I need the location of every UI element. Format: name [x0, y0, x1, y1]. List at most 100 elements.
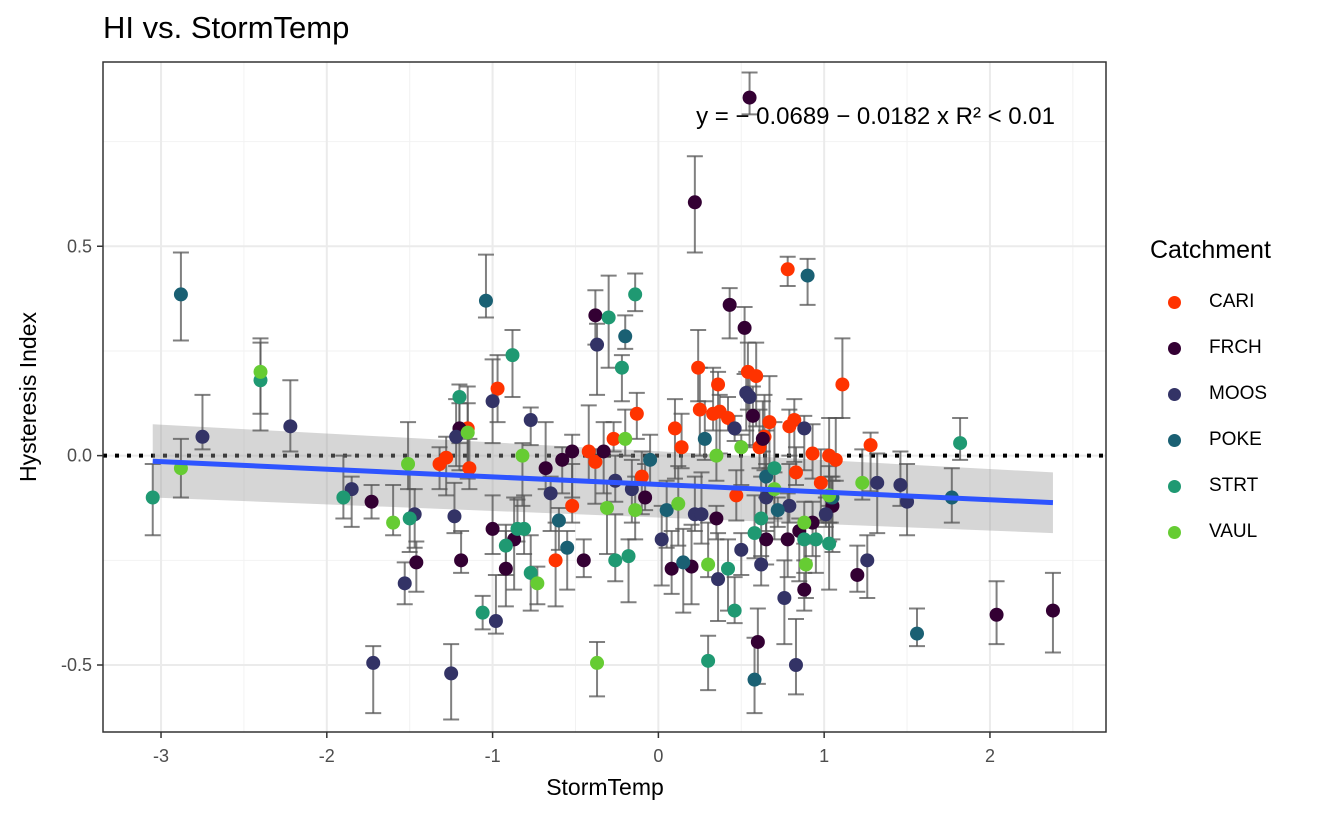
data-point-cari: [548, 553, 563, 568]
data-point-cari: [729, 488, 744, 503]
data-point-strt: [628, 287, 643, 302]
data-point-moos: [654, 532, 669, 547]
data-point-cari: [588, 454, 603, 469]
data-point-vaul: [253, 364, 268, 379]
plot-border: [102, 61, 1107, 733]
legend-key: [1168, 341, 1181, 355]
data-point-vaul: [618, 431, 633, 446]
legend-label: MOOS: [1209, 383, 1268, 404]
data-point-cari: [439, 450, 454, 465]
data-point-frch: [485, 521, 500, 536]
data-point-moos: [860, 553, 875, 568]
x-tick-label: 2: [985, 746, 995, 766]
legend: Catchment CARI FRCH MOOS POKE STRT VAUL: [1150, 236, 1271, 555]
data-point-cari: [749, 369, 764, 384]
data-point-moos: [893, 477, 908, 492]
data-point-moos: [195, 429, 210, 444]
data-point-strt: [808, 532, 823, 547]
data-point-poke: [478, 293, 493, 308]
data-point-poke: [643, 452, 658, 467]
y-tick-label: -0.5: [61, 655, 92, 675]
data-point-cari: [863, 438, 878, 453]
data-point-vaul: [734, 440, 749, 455]
data-point-frch: [498, 561, 513, 576]
data-point-cari: [606, 431, 621, 446]
y-axis-title: Hysteresis Index: [15, 312, 41, 483]
data-point-frch: [750, 634, 765, 649]
data-point-strt: [402, 511, 417, 526]
data-point-strt: [953, 436, 968, 451]
data-point-moos: [734, 542, 749, 557]
data-point-poke: [659, 503, 674, 518]
data-point-frch: [664, 561, 679, 576]
data-point-cari: [813, 475, 828, 490]
data-point-moos: [754, 557, 769, 572]
data-point-cari: [787, 413, 802, 428]
data-point-moos: [782, 498, 797, 513]
data-point-vaul: [515, 448, 530, 463]
data-point-poke: [800, 268, 815, 283]
data-point-frch: [454, 553, 469, 568]
data-point-moos: [797, 421, 812, 436]
legend-item-frch: FRCH: [1150, 325, 1271, 371]
legend-label: STRT: [1209, 475, 1259, 496]
data-point-cari: [674, 440, 689, 455]
data-point-moos: [694, 507, 709, 522]
data-point-vaul: [460, 425, 475, 440]
data-point-frch: [742, 90, 757, 105]
data-point-cari: [691, 360, 706, 375]
data-point-cari: [721, 410, 736, 425]
x-tick-label: -3: [153, 746, 169, 766]
x-axis-title: StormTemp: [546, 774, 664, 800]
legend-label: FRCH: [1209, 337, 1262, 358]
data-point-frch: [1045, 603, 1060, 618]
data-point-poke: [560, 540, 575, 555]
data-point-cari: [634, 469, 649, 484]
data-point-strt: [498, 538, 513, 553]
data-point-moos: [590, 337, 605, 352]
regression-equation: y = − 0.0689 − 0.0182 x R² < 0.01: [696, 103, 1055, 130]
data-point-strt: [608, 553, 623, 568]
data-point-vaul: [590, 655, 605, 670]
data-point-strt: [767, 461, 782, 476]
error-bars: [144, 71, 1061, 721]
data-point-frch: [565, 444, 580, 459]
data-point-vaul: [386, 515, 401, 530]
legend-label: CARI: [1209, 291, 1255, 312]
data-point-moos: [523, 413, 538, 428]
data-point-cari: [762, 415, 777, 430]
data-point-moos: [488, 614, 503, 629]
data-point-cari: [692, 402, 707, 417]
data-point-moos: [870, 475, 885, 490]
legend-item-moos: MOOS: [1150, 371, 1271, 417]
legend-label: VAUL: [1209, 521, 1258, 542]
data-point-strt: [336, 490, 351, 505]
data-point-poke: [770, 503, 785, 518]
data-points: [145, 90, 1060, 687]
regression-line: [152, 458, 1054, 506]
data-point-frch: [709, 511, 724, 526]
data-point-vaul: [671, 496, 686, 511]
data-point-moos: [447, 509, 462, 524]
data-point-moos: [283, 419, 298, 434]
data-point-strt: [452, 390, 467, 404]
data-point-moos: [366, 655, 381, 670]
legend-items: CARI FRCH MOOS POKE STRT VAUL: [1150, 279, 1271, 555]
legend-label: POKE: [1209, 429, 1262, 450]
data-point-strt: [614, 360, 629, 375]
data-point-strt: [727, 603, 742, 618]
data-point-vaul: [599, 500, 614, 515]
data-point-strt: [754, 511, 769, 526]
data-point-poke: [676, 555, 691, 570]
data-point-cari: [835, 377, 850, 392]
legend-key: [1168, 387, 1181, 401]
data-point-vaul: [855, 475, 870, 490]
data-point-frch: [780, 532, 795, 547]
legend-key: [1168, 295, 1181, 309]
data-point-moos: [727, 421, 742, 436]
data-point-cari: [805, 446, 820, 461]
x-tick-label: 0: [653, 746, 663, 766]
x-tick-label: -2: [319, 746, 335, 766]
data-point-vaul: [709, 448, 724, 463]
y-tick-label: 0.0: [67, 446, 92, 466]
